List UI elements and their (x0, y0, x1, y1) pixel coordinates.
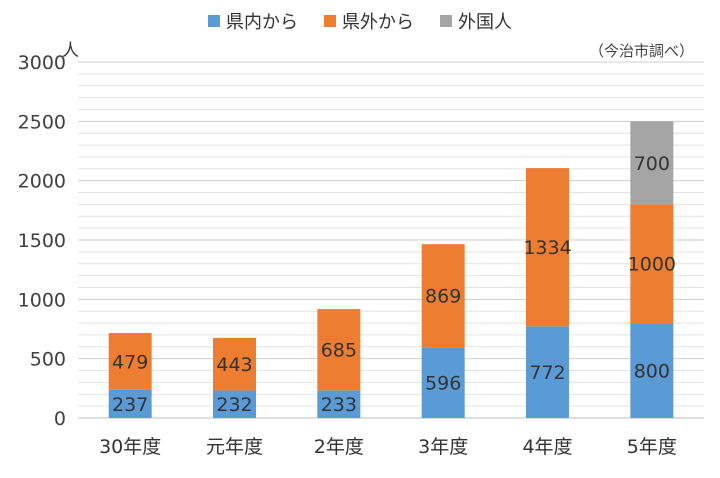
bar-segment-series-2 (526, 168, 569, 327)
chart-legend: 県内から 県外から 外国人 (0, 8, 720, 34)
bar-segment-series-2 (108, 333, 152, 390)
y-tick-label: 500 (30, 349, 66, 371)
legend-swatch-series-1 (208, 15, 220, 27)
data-label: 1000 (628, 254, 676, 276)
data-label: 479 (112, 351, 148, 373)
data-label: 800 (634, 361, 670, 383)
bar-segment-series-1 (317, 390, 361, 418)
legend-label-series-1: 県内から (226, 12, 298, 33)
y-tick-label: 1500 (18, 230, 66, 252)
x-tick-label: 4年度 (522, 436, 572, 458)
legend-item-series-3: 外国人 (440, 8, 512, 34)
data-label: 232 (216, 394, 252, 416)
legend-label-series-3: 外国人 (458, 12, 512, 33)
data-label: 772 (529, 362, 565, 384)
x-tick-label: 30年度 (99, 436, 161, 458)
bar-segment-series-2 (630, 204, 674, 324)
x-tick-label: 元年度 (206, 436, 263, 458)
source-annotation: （今治市調べ） (588, 42, 694, 60)
bar-segment-series-2 (421, 244, 465, 348)
data-label: 1334 (523, 237, 571, 259)
data-label: 869 (425, 286, 461, 308)
legend-item-series-2: 県外から (324, 8, 414, 34)
y-tick-label: 2000 (18, 171, 66, 193)
x-tick-label: 3年度 (418, 436, 468, 458)
data-label: 233 (321, 394, 357, 416)
data-label: 596 (425, 373, 461, 395)
x-tick-label: 5年度 (627, 436, 677, 458)
bar-segment-series-1 (421, 347, 465, 418)
y-tick-label: 2500 (18, 111, 66, 133)
y-tick-label: 3000 (18, 52, 66, 74)
y-tick-label: 0 (54, 408, 66, 430)
legend-swatch-series-3 (440, 15, 452, 27)
data-label: 700 (634, 153, 670, 175)
y-tick-label: 1000 (18, 289, 66, 311)
bar-segment-series-1 (213, 390, 256, 418)
data-label: 443 (216, 354, 252, 376)
bar-segment-series-2 (213, 337, 256, 391)
bar-segment-series-3 (630, 121, 674, 205)
legend-label-series-2: 県外から (342, 12, 414, 33)
y-axis-unit-label: 人 (62, 41, 79, 61)
data-label: 237 (112, 394, 148, 416)
data-label: 685 (321, 340, 357, 362)
bar-segment-series-1 (108, 389, 152, 418)
bar-segment-series-1 (630, 323, 674, 418)
bar-segment-series-1 (526, 326, 569, 418)
bar-segment-series-2 (317, 309, 361, 391)
legend-item-series-1: 県内から (208, 8, 298, 34)
x-tick-label: 2年度 (314, 436, 364, 458)
legend-swatch-series-2 (324, 15, 336, 27)
